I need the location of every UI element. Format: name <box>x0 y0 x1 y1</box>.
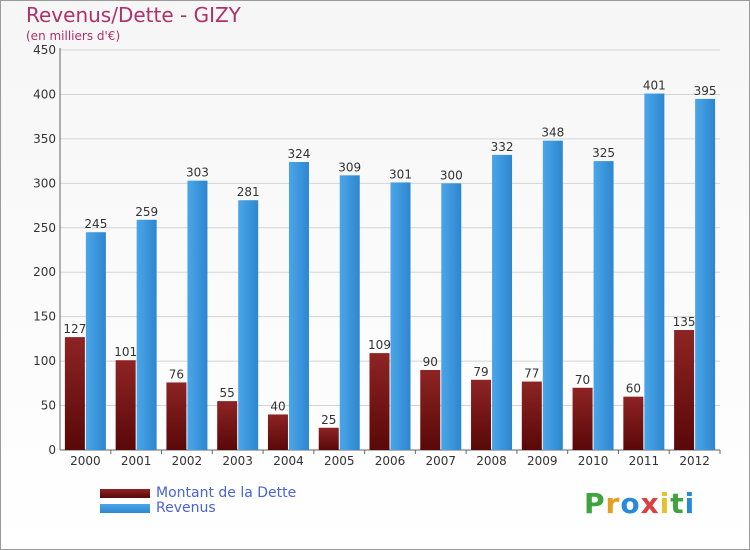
data-label-debt: 55 <box>220 386 235 400</box>
logo-letter: o <box>620 487 641 520</box>
data-label-revenus: 309 <box>338 160 361 174</box>
bar-revenus <box>390 182 411 450</box>
data-label-debt: 25 <box>321 413 336 427</box>
x-tick-label: 2003 <box>222 454 253 468</box>
bar-revenus <box>136 219 157 450</box>
data-label-revenus: 348 <box>541 126 564 140</box>
y-tick-label: 300 <box>33 176 56 190</box>
chart-subtitle: (en milliers d'€) <box>26 29 121 43</box>
data-label-debt: 40 <box>270 399 285 413</box>
x-tick-label: 2007 <box>425 454 456 468</box>
data-label-revenus: 259 <box>135 205 158 219</box>
bar-revenus <box>695 98 716 450</box>
bar-debt <box>369 353 390 450</box>
x-tick-label: 2008 <box>476 454 507 468</box>
x-tick-label: 2001 <box>121 454 152 468</box>
y-tick-label: 50 <box>41 399 56 413</box>
y-tick-label: 200 <box>33 265 56 279</box>
data-label-debt: 101 <box>114 345 137 359</box>
logo-letter: r <box>605 487 621 520</box>
chart-title: Revenus/Dette - GIZY <box>26 3 241 27</box>
data-label-revenus: 395 <box>694 84 717 98</box>
bar-revenus <box>85 232 106 450</box>
x-tick-label: 2004 <box>273 454 304 468</box>
x-tick-label: 2000 <box>70 454 101 468</box>
bar-revenus <box>644 93 665 451</box>
y-tick-label: 250 <box>33 221 56 235</box>
data-label-debt: 77 <box>524 367 539 381</box>
y-tick-label: 350 <box>33 132 56 146</box>
legend-swatch-revenus <box>100 504 150 513</box>
data-label-debt: 90 <box>423 355 438 369</box>
logo-letter: x <box>640 487 660 520</box>
legend-swatch-debt <box>100 489 150 498</box>
data-label-revenus: 301 <box>389 167 412 181</box>
logo-letter: t <box>670 487 685 520</box>
bar-debt <box>115 360 136 450</box>
bar-debt <box>420 370 441 450</box>
x-tick-label: 2002 <box>172 454 203 468</box>
bar-debt <box>64 337 85 450</box>
data-label-debt: 70 <box>575 373 590 387</box>
data-label-debt: 127 <box>63 322 86 336</box>
data-label-revenus: 401 <box>643 79 666 93</box>
data-label-revenus: 332 <box>491 140 514 154</box>
x-tick-label: 2009 <box>527 454 558 468</box>
x-tick-label: 2011 <box>629 454 660 468</box>
bar-revenus <box>238 200 259 450</box>
bar-revenus <box>288 162 309 450</box>
data-label-debt: 76 <box>169 367 184 381</box>
data-label-revenus: 324 <box>288 147 311 161</box>
bar-debt <box>318 427 339 450</box>
data-label-revenus: 303 <box>186 166 209 180</box>
logo-letter: i <box>659 487 671 520</box>
x-tick-label: 2012 <box>679 454 710 468</box>
bar-debt <box>623 396 644 450</box>
bar-debt <box>166 382 187 450</box>
proxiti-logo: Proxiti <box>584 487 695 520</box>
data-label-debt: 135 <box>673 315 696 329</box>
bar-revenus <box>339 175 360 451</box>
bar-debt <box>267 414 288 450</box>
bar-revenus <box>542 140 563 450</box>
y-tick-label: 400 <box>33 87 56 101</box>
bar-revenus <box>593 161 614 450</box>
bar-revenus <box>492 154 513 450</box>
x-tick-label: 2010 <box>578 454 609 468</box>
y-tick-label: 450 <box>33 43 56 57</box>
legend-label-revenus: Revenus <box>156 500 216 516</box>
data-label-debt: 79 <box>473 365 488 379</box>
y-tick-label: 100 <box>33 354 56 368</box>
data-label-revenus: 281 <box>237 185 260 199</box>
data-label-revenus: 300 <box>440 168 463 182</box>
bar-debt <box>217 401 238 450</box>
bar-debt <box>521 381 542 450</box>
bar-debt <box>674 330 695 450</box>
bar-debt <box>572 387 593 450</box>
bar-revenus <box>187 180 208 450</box>
logo-letter: i <box>684 487 696 520</box>
logo-letter: P <box>584 487 606 520</box>
bar-revenus <box>441 183 462 451</box>
bar-debt <box>471 379 492 450</box>
data-label-debt: 109 <box>368 338 391 352</box>
legend-label-debt: Montant de la Dette <box>156 485 297 501</box>
x-tick-label: 2005 <box>324 454 355 468</box>
x-tick-label: 2006 <box>375 454 406 468</box>
y-tick-label: 150 <box>33 310 56 324</box>
y-tick-label: 0 <box>48 443 56 457</box>
data-label-revenus: 325 <box>592 146 615 160</box>
data-label-debt: 60 <box>626 382 641 396</box>
data-label-revenus: 245 <box>84 217 107 231</box>
